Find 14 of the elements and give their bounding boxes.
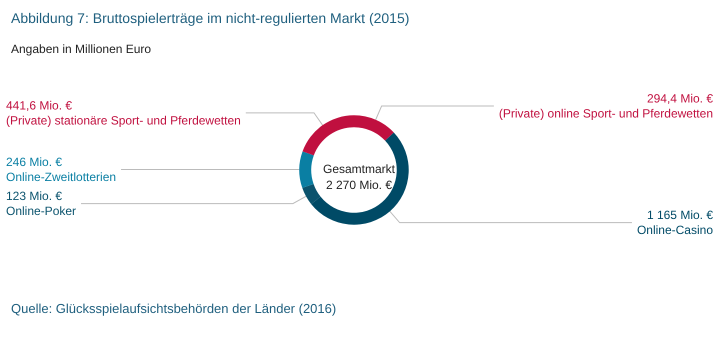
chart-subtitle: Angaben in Millionen Euro: [11, 42, 152, 56]
data-label: 123 Mio. €: [6, 189, 62, 204]
data-label: 246 Mio. €: [6, 154, 62, 169]
data-label: 1 165 Mio. €: [646, 208, 714, 222]
slice-label: (Private) stationäre Sport- und Pferdewetten: [6, 113, 241, 128]
text: Gesamtmarkt 2 270 Mio. €: [322, 162, 396, 192]
data-label: 441,6 Mio. €: [6, 98, 72, 112]
slice-label: Online-Poker: [6, 204, 76, 218]
slice-label: Online-Casino: [636, 223, 714, 238]
source-note: Quelle: Glücksspielaufsichtsbehörden der Länder (2016): [11, 301, 336, 316]
slice-label: Online-Zweitlotterien: [6, 170, 116, 184]
slice-label: (Private) online Sport- und Pferdewetten: [498, 106, 713, 120]
data-label: 294,4 Mio. €: [646, 91, 714, 106]
chart-title: Abbildung 7: Bruttospielerträge im nicht-regulierten Markt (2015): [11, 10, 410, 26]
